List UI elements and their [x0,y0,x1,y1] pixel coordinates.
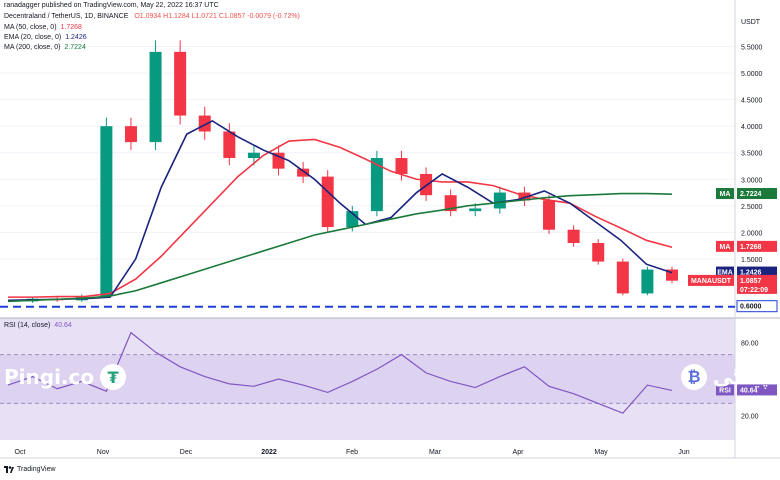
bitcoin-icon: ₿ [681,364,707,390]
candle-body [198,115,211,132]
series-line [8,138,673,298]
time-tick: 2022 [261,449,277,456]
candle-body [616,261,629,294]
symbol-line: Decentraland / TetherUS, 1D, BINANCE [4,13,129,20]
price-tick: 4.0000 [741,124,763,131]
candle-body [370,158,383,212]
publisher-line: ranadagger published on TradingView.com,… [4,2,219,9]
price-badge-name-text: MA [720,191,731,198]
candle-body [247,152,260,159]
price-badge [737,266,777,278]
candles [26,40,678,303]
price-badge-name-text: MA [720,244,731,251]
rsi-badge [737,384,777,396]
indicator-lines [0,119,735,308]
grid [0,46,735,260]
price-badge-name [716,266,734,278]
pingi-watermark-left: Pingi.co ₮ [4,364,127,390]
candle-body [420,173,433,196]
candle-body [149,51,162,143]
candle-body [395,158,408,174]
candle-body [567,229,580,243]
ohlc-low: L1.0721 [191,13,217,20]
candle-body [592,242,605,262]
ohlc-open: O1.0934 [134,13,162,20]
candle-body [444,195,457,212]
time-tick: Feb [346,449,358,456]
tradingview-icon [4,466,14,473]
time-axis: Oct Nov Dec 2022 Feb Mar Apr May Jun [0,449,780,459]
ohlc-change: -0.0079 (-0.72%) [247,13,300,20]
time-tick: Mar [429,449,442,456]
rsi-polyline [7,331,673,414]
candle-body [297,168,310,177]
price-badge-name-text: MANAUSDT [691,278,732,285]
price-badge-countdown: 07:22:09 [740,287,768,294]
watermark-text: Pingi.co [4,365,95,389]
tradingview-logo[interactable]: TradingView [4,466,56,473]
indicator-ema20[interactable]: EMA (20, close, 0) 1.2426 [4,34,87,41]
price-badge [737,188,777,200]
time-tick: Apr [513,449,525,456]
candle-body [469,208,482,212]
rsi-tick: 20.00 [741,414,759,421]
price-axis: 5.5000 5.0000 4.5000 4.0000 3.5000 3.0000 2.50… [741,45,763,421]
price-badge-value: 1.0857 [740,278,762,285]
time-tick: Dec [180,449,193,456]
price-tick: 5.0000 [741,71,763,78]
rsi-tick: 80.00 [741,340,759,347]
price-badge [737,274,777,294]
symbol-header: Decentraland / TetherUS, 1D, BINANCE O1.… [4,13,300,20]
price-tick: 1.5000 [741,257,763,264]
candle-body [174,51,187,116]
candle-body [641,269,654,294]
ohlc-close: C1.0857 [218,13,246,20]
indicator-ma50[interactable]: MA (50, close, 0) 1.7268 [4,24,82,31]
currency-label: USDT [741,19,761,26]
time-tick: Oct [15,449,26,456]
price-badge-value: 0.6000 [740,304,762,311]
series-line [7,119,673,302]
candle-body [272,152,285,169]
indicator-rsi[interactable]: RSI (14, close) 40.64 [4,322,72,329]
candle-body [543,200,556,230]
price-badge [736,300,778,313]
rsi-badge-name [716,384,734,396]
rsi-badge-value: 40.64 [740,387,758,394]
price-tick: 3.0000 [741,177,763,184]
tether-icon: ₮ [100,364,127,390]
time-tick: May [594,449,608,456]
price-tick: 4.5000 [741,98,763,105]
candle-body [493,192,506,209]
pingi-watermark-right: ₿ پینگی [681,364,769,390]
price-labels: MA 2.7224 MA 1.7268 EMA 1.2426 MANAUSDT 1.0857 0… [688,188,778,396]
price-badge-value: 2.7224 [740,191,762,198]
time-tick: Nov [97,449,110,456]
price-tick: 2.0000 [741,230,763,237]
candle-body [518,192,531,201]
price-badge-value: 1.7268 [740,244,762,251]
price-badge-name [688,274,734,286]
watermark-text-persian: پینگی [713,365,769,389]
candle-body [100,126,113,297]
price-badge-name [716,188,734,200]
time-tick: Jun [678,449,689,456]
candle-body [223,131,236,159]
price-badge-name-text: EMA [717,270,733,277]
price-tick: 5.5000 [741,45,763,52]
candle-body [124,126,137,143]
candle-body [666,269,678,281]
series-line [7,192,673,303]
price-tick: 2.5000 [741,204,763,211]
price-badge-value: 1.2426 [740,270,762,277]
ohlc-high: H1.1284 [163,13,190,20]
price-badge-name [716,240,734,252]
price-tick: 3.5000 [741,151,763,158]
rsi-badge-name-text: RSI [719,387,731,394]
indicator-ma200[interactable]: MA (200, close, 0) 2.7224 [4,44,86,51]
price-badge [737,240,777,252]
candle-body [321,176,334,228]
